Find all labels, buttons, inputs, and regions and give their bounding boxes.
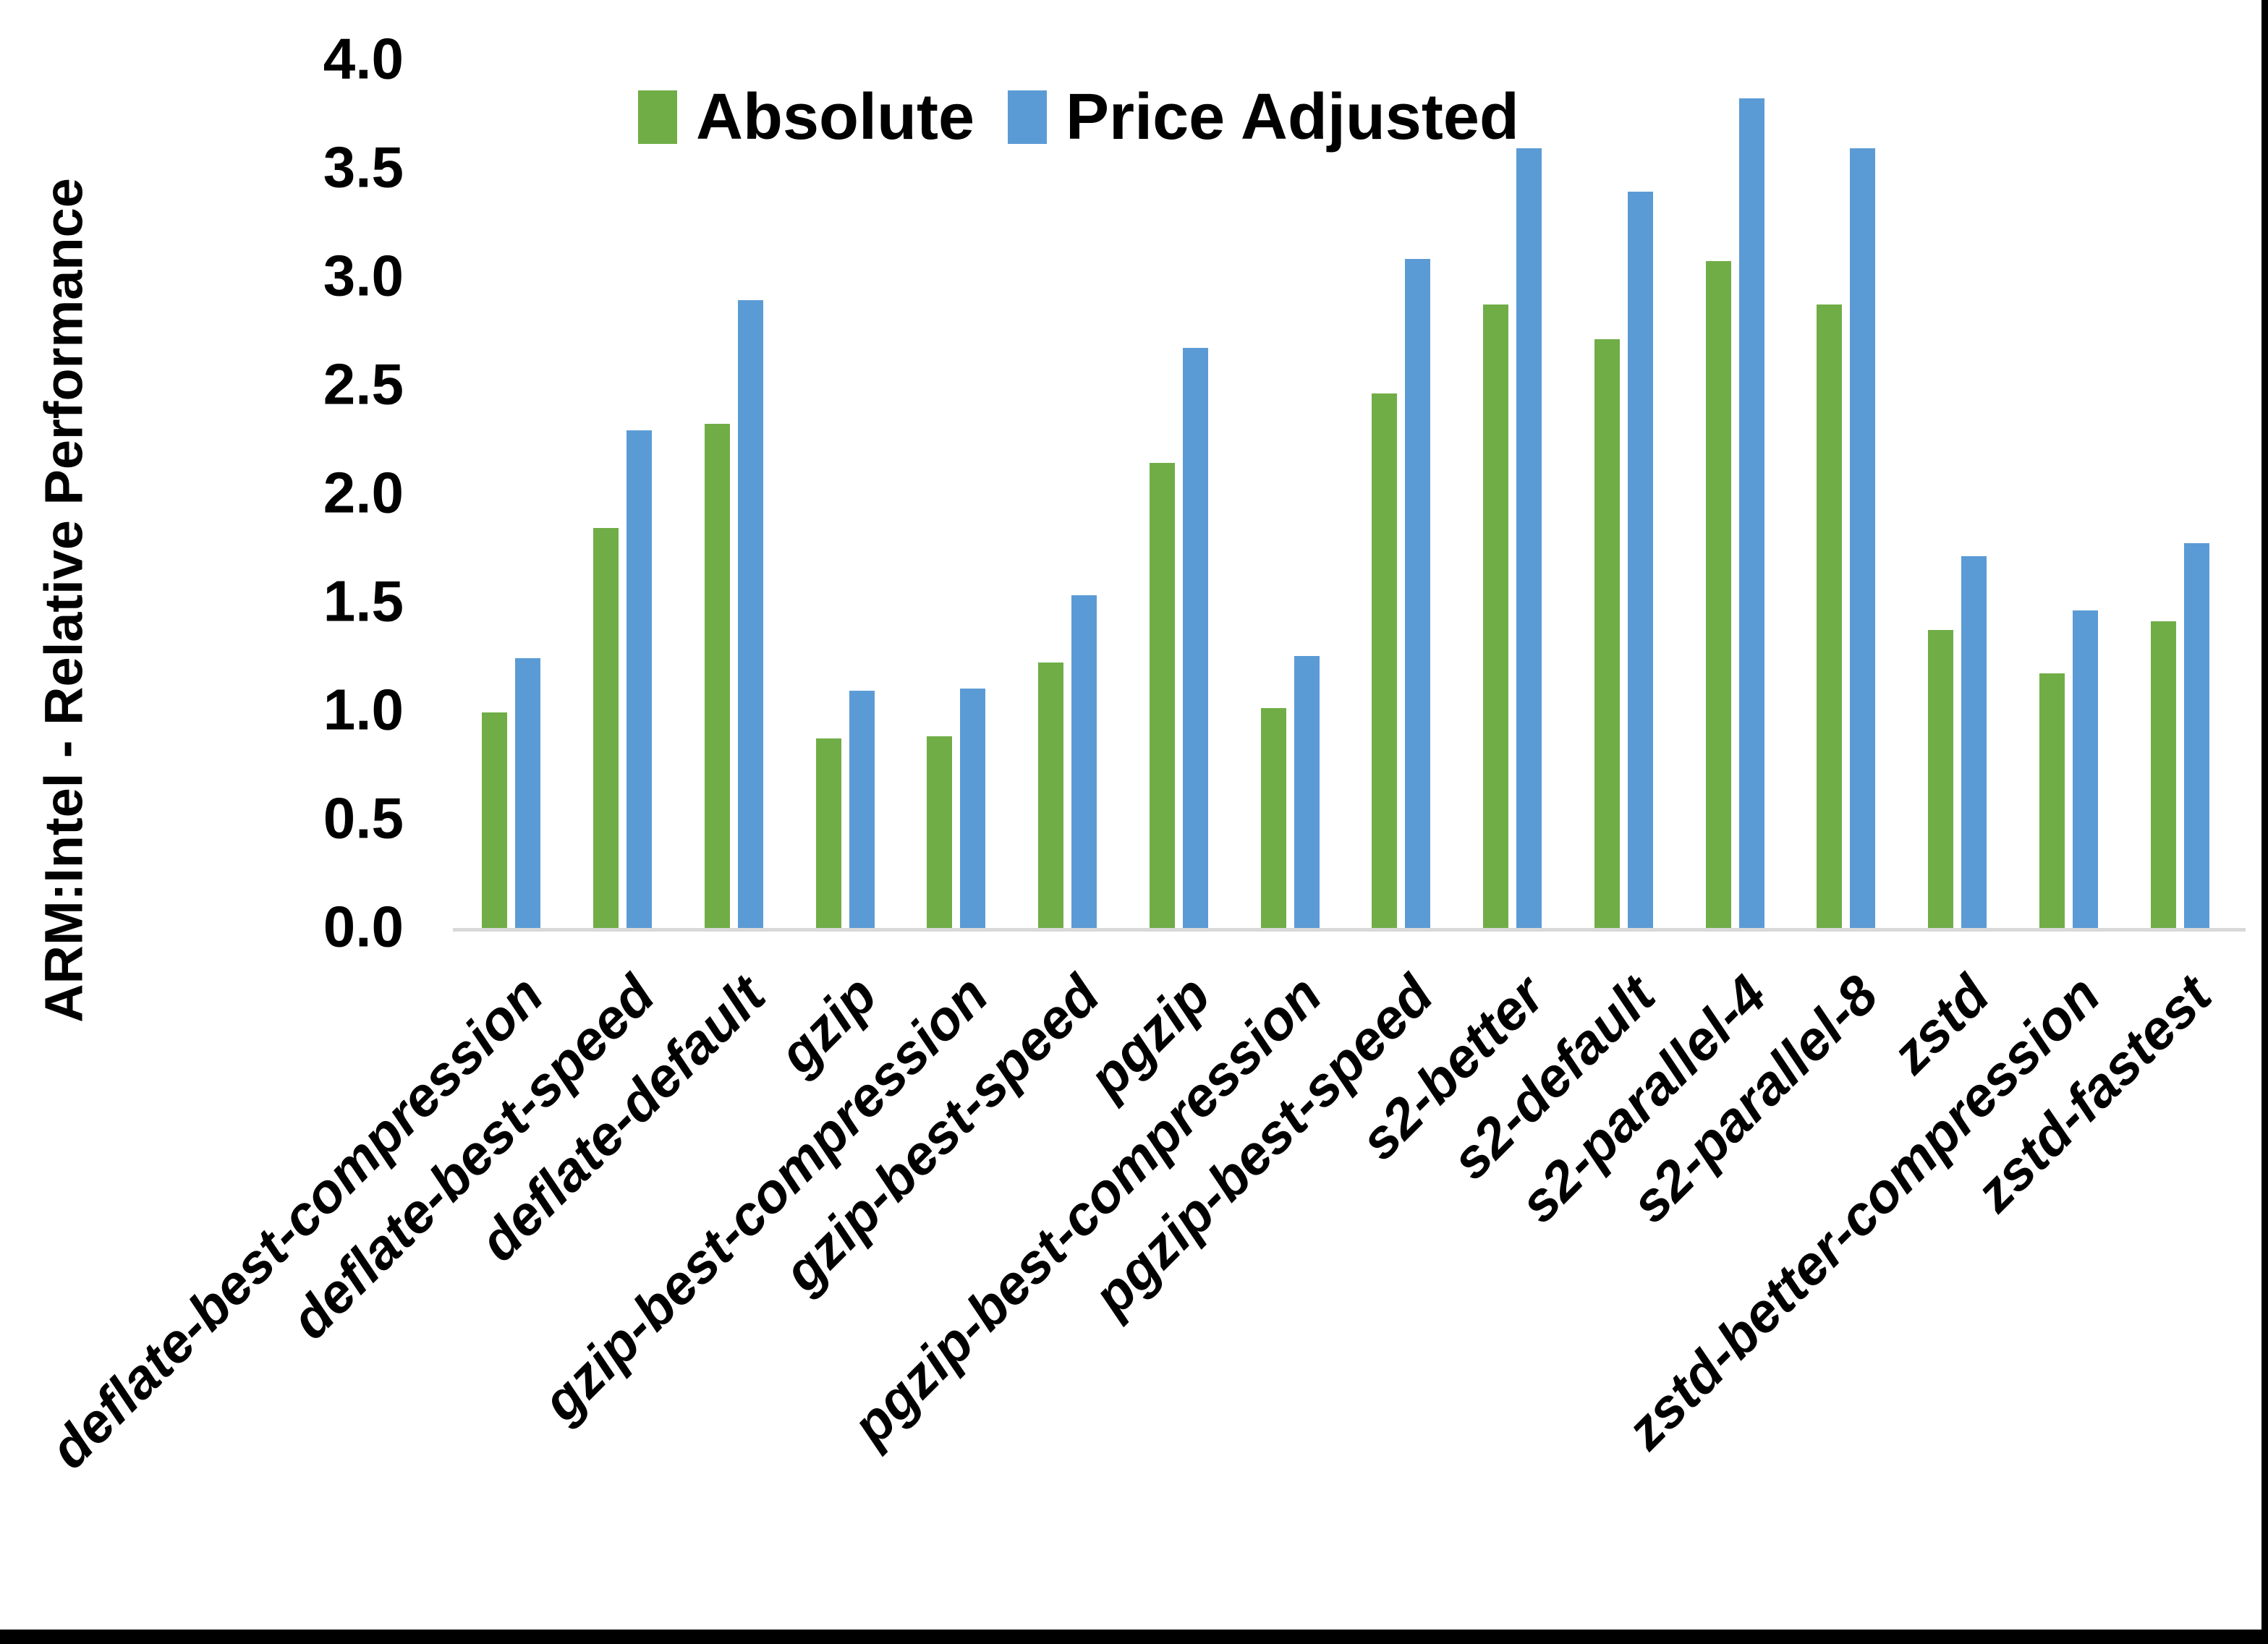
bar-price-adjusted-pgzip (1182, 348, 1208, 929)
legend-label-price-adjusted: Price Adjusted (1066, 80, 1519, 153)
bar-absolute-s2-better (1483, 304, 1509, 929)
bar-absolute-gzip-best-speed (1038, 663, 1064, 929)
bar-absolute-s2-parallel-4 (1705, 261, 1731, 929)
y-tick-label: 3.5 (323, 135, 404, 200)
bar-price-adjusted-s2-default (1627, 192, 1653, 929)
legend-swatch-absolute (638, 90, 677, 144)
bar-price-adjusted-deflate-best-speed (627, 430, 653, 929)
bar-absolute-pgzip-best-compression (1260, 708, 1286, 929)
x-axis-line (453, 928, 2246, 932)
bar-absolute-deflate-default (704, 424, 730, 929)
bar-absolute-gzip (815, 738, 841, 929)
legend-swatch-price-adjusted (1008, 90, 1048, 144)
legend-label-absolute: Absolute (696, 80, 975, 153)
bar-absolute-zstd (1928, 630, 1954, 929)
bar-price-adjusted-gzip-best-speed (1071, 595, 1097, 929)
screenshot-right-border (2261, 0, 2268, 1644)
legend-item-absolute: Absolute (638, 80, 974, 155)
y-tick-label: 3.0 (323, 243, 404, 308)
bar-price-adjusted-deflate-best-compression (515, 658, 541, 929)
bar-absolute-zstd-better-compression (2039, 673, 2065, 929)
bar-absolute-pgzip (1149, 463, 1175, 929)
y-tick-label: 2.0 (323, 460, 404, 525)
legend: Absolute Price Adjusted (638, 74, 1519, 161)
plot-area (456, 61, 2235, 929)
bar-price-adjusted-pgzip-best-compression (1294, 656, 1320, 929)
bar-absolute-s2-default (1594, 339, 1620, 929)
bar-price-adjusted-zstd-better-compression (2072, 610, 2098, 929)
y-tick-label: 1.5 (323, 568, 404, 634)
bar-absolute-zstd-fastest (2150, 621, 2176, 929)
y-tick-label: 0.5 (323, 785, 404, 851)
y-tick-label: 4.0 (323, 26, 404, 91)
y-tick-label: 0.0 (323, 894, 404, 959)
bar-price-adjusted-pgzip-best-speed (1405, 259, 1431, 929)
bar-absolute-gzip-best-compression (927, 736, 953, 929)
bar-price-adjusted-zstd (1961, 556, 1987, 929)
bar-price-adjusted-gzip-best-compression (960, 689, 986, 929)
bar-absolute-deflate-best-speed (593, 528, 619, 929)
y-tick-label: 1.0 (323, 677, 404, 742)
bar-price-adjusted-zstd-fastest (2183, 543, 2209, 929)
bar-price-adjusted-s2-parallel-8 (1850, 148, 1876, 929)
legend-item-price-adjusted: Price Adjusted (1008, 80, 1519, 155)
screenshot-bottom-border (0, 1630, 2268, 1644)
bar-absolute-pgzip-best-speed (1372, 393, 1398, 929)
y-tick-label: 2.5 (323, 352, 404, 417)
bar-absolute-deflate-best-compression (482, 712, 508, 929)
bar-price-adjusted-gzip (849, 691, 875, 929)
bar-price-adjusted-s2-parallel-4 (1738, 98, 1764, 929)
bar-price-adjusted-deflate-default (737, 300, 763, 929)
y-axis-title: ARM:Intel - Relative Performance (33, 178, 94, 1023)
bar-price-adjusted-s2-better (1516, 148, 1542, 929)
bar-absolute-s2-parallel-8 (1817, 304, 1843, 929)
